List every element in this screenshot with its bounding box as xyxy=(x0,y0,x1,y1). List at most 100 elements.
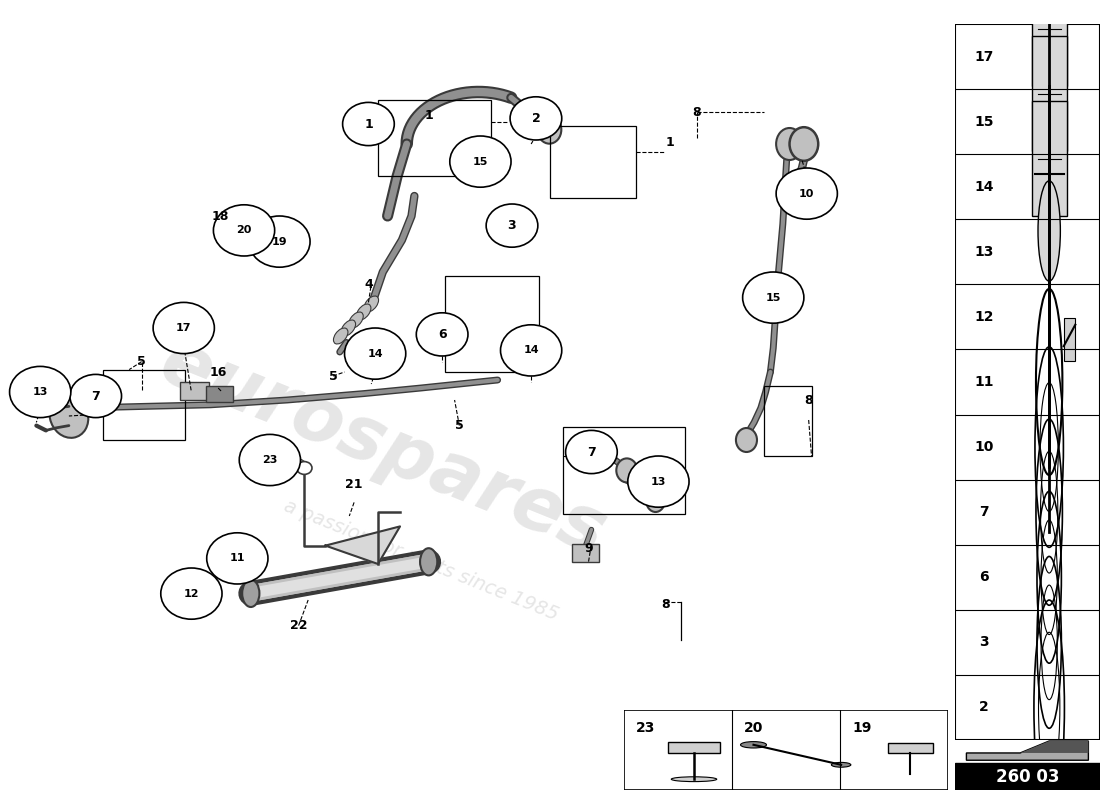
Text: 5: 5 xyxy=(455,419,464,432)
Ellipse shape xyxy=(777,128,803,160)
Circle shape xyxy=(153,302,214,354)
Text: 8: 8 xyxy=(661,598,670,610)
Circle shape xyxy=(344,328,406,379)
Polygon shape xyxy=(326,526,400,564)
Ellipse shape xyxy=(268,229,282,243)
Text: 1: 1 xyxy=(364,118,373,130)
Circle shape xyxy=(342,102,394,146)
Circle shape xyxy=(207,533,268,584)
Bar xyxy=(550,126,637,198)
Circle shape xyxy=(10,366,70,418)
Text: 6: 6 xyxy=(979,570,989,584)
Text: 11: 11 xyxy=(230,554,245,563)
Ellipse shape xyxy=(242,580,260,607)
Circle shape xyxy=(239,434,300,486)
Text: 2: 2 xyxy=(979,701,989,714)
Circle shape xyxy=(628,456,689,507)
Ellipse shape xyxy=(50,394,88,438)
Circle shape xyxy=(565,430,617,474)
Text: 13: 13 xyxy=(33,387,48,397)
Text: 5: 5 xyxy=(138,355,146,368)
Text: 8: 8 xyxy=(804,394,813,406)
Text: 14: 14 xyxy=(367,349,383,358)
Ellipse shape xyxy=(356,304,371,320)
Text: 1: 1 xyxy=(666,136,674,149)
Polygon shape xyxy=(1020,741,1088,753)
Ellipse shape xyxy=(333,328,348,344)
Ellipse shape xyxy=(1038,181,1060,281)
Circle shape xyxy=(70,374,121,418)
Circle shape xyxy=(740,742,767,748)
Text: 19: 19 xyxy=(852,721,871,735)
Ellipse shape xyxy=(349,312,363,328)
Text: 23: 23 xyxy=(262,455,277,465)
Bar xyxy=(563,427,685,514)
Circle shape xyxy=(213,205,275,256)
Circle shape xyxy=(510,97,562,140)
Polygon shape xyxy=(967,741,1088,760)
Circle shape xyxy=(832,762,851,767)
Text: 13: 13 xyxy=(975,245,993,259)
Text: 12: 12 xyxy=(184,589,199,598)
Circle shape xyxy=(297,462,312,474)
Ellipse shape xyxy=(736,428,757,452)
Text: 17: 17 xyxy=(975,50,993,63)
Text: 21: 21 xyxy=(345,478,363,490)
Text: 14: 14 xyxy=(524,346,539,355)
Circle shape xyxy=(777,168,837,219)
Bar xyxy=(446,276,539,372)
Circle shape xyxy=(249,216,310,267)
Ellipse shape xyxy=(1038,0,1060,21)
Text: 8: 8 xyxy=(692,106,701,118)
Bar xyxy=(1032,36,1067,151)
Text: 15: 15 xyxy=(766,293,781,302)
Bar xyxy=(668,742,720,753)
Text: 20: 20 xyxy=(744,721,763,735)
Bar xyxy=(1064,318,1076,361)
Text: 4: 4 xyxy=(364,278,373,290)
Text: 6: 6 xyxy=(438,328,447,341)
Text: 17: 17 xyxy=(176,323,191,333)
Text: 18: 18 xyxy=(211,210,229,222)
Bar xyxy=(103,370,185,440)
Text: 7: 7 xyxy=(587,446,596,458)
Bar xyxy=(1032,0,1067,86)
Circle shape xyxy=(486,204,538,247)
Bar xyxy=(236,228,265,250)
Bar xyxy=(955,763,1100,790)
Bar xyxy=(180,382,209,400)
Ellipse shape xyxy=(341,320,355,336)
Text: 7: 7 xyxy=(979,505,989,519)
Bar xyxy=(206,386,232,402)
Text: 20: 20 xyxy=(236,226,252,235)
Ellipse shape xyxy=(671,777,717,782)
Ellipse shape xyxy=(646,488,666,512)
Bar xyxy=(378,100,491,176)
Bar xyxy=(888,743,933,753)
Text: 3: 3 xyxy=(508,219,516,232)
Ellipse shape xyxy=(790,127,818,161)
Ellipse shape xyxy=(616,458,637,482)
Text: 5: 5 xyxy=(329,370,338,382)
Text: 11: 11 xyxy=(975,375,993,389)
Text: 16: 16 xyxy=(209,366,227,378)
Text: 14: 14 xyxy=(975,180,993,194)
Bar xyxy=(572,544,600,562)
Text: 1: 1 xyxy=(425,109,433,122)
Text: 12: 12 xyxy=(975,310,993,324)
Ellipse shape xyxy=(420,548,438,575)
Circle shape xyxy=(500,325,562,376)
Text: 7: 7 xyxy=(91,390,100,402)
Circle shape xyxy=(450,136,512,187)
Text: 19: 19 xyxy=(272,237,287,246)
Circle shape xyxy=(742,272,804,323)
Circle shape xyxy=(161,568,222,619)
Text: 9: 9 xyxy=(584,542,593,554)
Ellipse shape xyxy=(538,116,561,144)
Text: eurospares: eurospares xyxy=(150,326,616,570)
Text: 15: 15 xyxy=(473,157,488,166)
Text: 15: 15 xyxy=(975,114,993,129)
Text: a passion for parts since 1985: a passion for parts since 1985 xyxy=(280,496,561,624)
Bar xyxy=(763,386,812,456)
Ellipse shape xyxy=(364,296,378,312)
